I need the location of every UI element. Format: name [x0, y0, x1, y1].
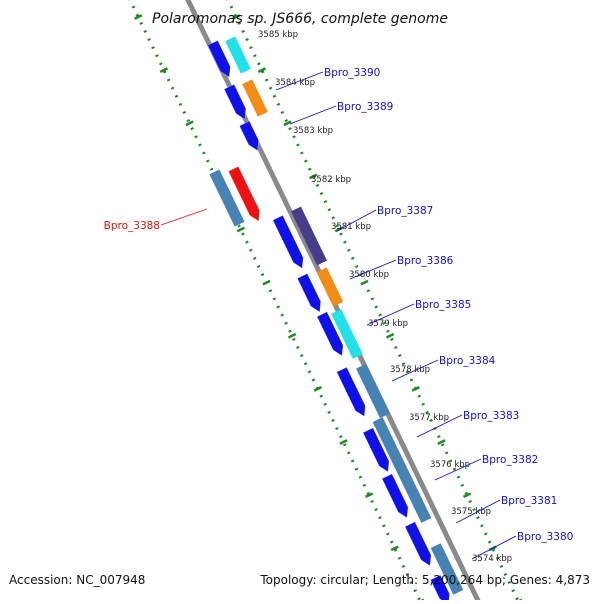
major-tick — [438, 440, 445, 443]
major-tick — [340, 440, 347, 443]
left-tick-track — [125, 0, 424, 600]
major-tick — [314, 387, 321, 390]
gene-arrow-forward — [297, 274, 320, 312]
major-tick — [135, 15, 142, 18]
gene-block — [317, 267, 343, 306]
kbp-tick-label: 3583 kbp — [293, 126, 333, 136]
gene-label[interactable]: Bpro_3383 — [463, 410, 519, 422]
gene-label[interactable]: Bpro_3386 — [397, 255, 454, 267]
major-tick — [412, 387, 419, 390]
major-tick — [365, 493, 372, 496]
major-tick — [284, 122, 291, 125]
gene-arrow-forward — [405, 522, 431, 566]
gene-labels: Bpro_3390 Bpro_3389 Bpro_3388 Bpro_3387 Bpro… — [104, 67, 574, 543]
gene-arrow-forward — [240, 121, 259, 150]
label-leader-line — [290, 106, 336, 124]
major-tick — [186, 122, 193, 125]
gene-label[interactable]: Bpro_3388 — [104, 220, 160, 232]
gene-block — [242, 79, 268, 116]
gene-label[interactable]: Bpro_3385 — [415, 299, 471, 311]
kbp-tick-label: 3585 kbp — [258, 30, 298, 40]
gene-label[interactable]: Bpro_3389 — [337, 101, 393, 113]
major-tick — [387, 334, 394, 337]
kbp-tick-label: 3577 kbp — [409, 413, 449, 423]
major-tick — [361, 281, 368, 284]
kbp-tick-label: 3579 kbp — [368, 319, 408, 329]
gene-label[interactable]: Bpro_3381 — [501, 495, 557, 507]
gene-label[interactable]: Bpro_3390 — [324, 67, 380, 79]
gene-arrow-forward — [224, 84, 246, 119]
accession-text: Accession: NC_007948 — [9, 573, 145, 587]
gene-label[interactable]: Bpro_3384 — [439, 355, 496, 367]
major-tick — [463, 493, 470, 496]
major-tick — [258, 68, 265, 71]
gene-label[interactable]: Bpro_3387 — [377, 205, 433, 217]
map-title: Polaromonas sp. JS666, complete genome — [152, 11, 448, 27]
topology-text: Topology: circular; Length: 5,200,264 bp… — [260, 573, 590, 587]
major-tick — [160, 68, 167, 71]
major-tick — [391, 547, 398, 550]
gene-label[interactable]: Bpro_3380 — [517, 531, 573, 543]
gene-label[interactable]: Bpro_3382 — [482, 454, 538, 466]
label-leader-line — [161, 209, 207, 225]
major-tick — [289, 334, 296, 337]
major-tick — [237, 228, 244, 231]
gene-arrow-forward — [208, 40, 231, 77]
kbp-tick-label: 3582 kbp — [311, 175, 351, 185]
major-tick — [263, 281, 270, 284]
kbp-tick-label: 3576 kbp — [430, 460, 470, 470]
